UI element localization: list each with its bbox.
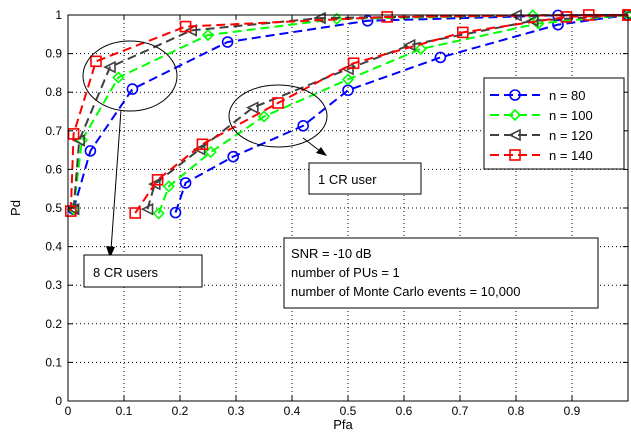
y-tick-label: 0.3 (45, 278, 62, 292)
one-cr-box-frame (308, 162, 422, 195)
data-point-diamond (341, 73, 355, 86)
eight-cr-arrowhead (106, 246, 115, 258)
data-point-circle (84, 145, 97, 157)
data-point-square (272, 97, 284, 109)
data-point-diamond (162, 180, 175, 193)
data-point-triangle (103, 60, 116, 74)
legend-frame (483, 77, 625, 170)
data-point-square (129, 207, 141, 219)
legend: n = 80 n = 100 n = 120 n = 140 (483, 77, 625, 170)
data-point-square (65, 205, 77, 217)
legend-item: n = 80 (490, 88, 586, 103)
data-point-diamond (201, 28, 215, 42)
series-line (72, 14, 629, 210)
y-tick-label: 0 (55, 394, 62, 408)
data-point-circle (227, 150, 239, 163)
legend-item: n = 100 (490, 108, 593, 123)
y-axis-label: Pd (8, 200, 23, 216)
data-point-square (456, 26, 469, 39)
legend-label: n = 100 (549, 108, 593, 123)
y-tick-label: 0.1 (45, 355, 62, 369)
data-point-diamond (204, 145, 217, 159)
monte-carlo-line: number of Monte Carlo events = 10,000 (291, 284, 520, 299)
pu-count-line: number of PUs = 1 (291, 265, 400, 280)
snr-line: SNR = -10 dB (291, 246, 372, 261)
data-point-diamond (414, 42, 427, 56)
data-point-triangle (508, 128, 521, 142)
snr-annotation-box: SNR = -10 dB number of PUs = 1 number of… (283, 237, 599, 309)
data-point-circle (126, 83, 139, 95)
eight-cr-users-annotation: 8 CR users (83, 254, 203, 288)
y-tick-label: 0.2 (45, 317, 62, 331)
x-tick-label: 0.2 (172, 404, 189, 418)
data-point-square (90, 55, 102, 68)
one-cr-user-annotation: 1 CR user (308, 162, 422, 195)
data-point-diamond (112, 71, 125, 84)
y-tick-label: 0.6 (45, 162, 62, 176)
x-axis-label: Pfa (333, 417, 353, 432)
x-tick-label: 0.4 (284, 404, 301, 418)
y-tick-label: 0.4 (45, 240, 62, 254)
data-point-circle (169, 206, 182, 219)
data-point-square (509, 149, 521, 161)
x-tick-label: 0.6 (396, 404, 413, 418)
tick-layer: 0 0.1 0.2 0.3 0.4 0.5 0.6 0.7 0.8 0.9 0 0.1 0.2 0.3 0.… (45, 8, 628, 418)
data-point-triangle (246, 101, 259, 114)
x-tick-label: 0.3 (228, 404, 245, 418)
eight-cr-ellipse (82, 40, 178, 112)
data-point-circle (434, 51, 447, 64)
data-point-square (196, 138, 209, 151)
y-tick-label: 1 (55, 8, 62, 22)
x-tick-label: 0 (65, 404, 72, 418)
legend-label: n = 140 (549, 148, 593, 163)
x-tick-label: 0.5 (340, 404, 357, 418)
data-point-circle (221, 36, 234, 48)
y-tick-label: 0.5 (45, 201, 62, 215)
eight-cr-users-label: 8 CR users (93, 265, 159, 280)
data-point-circle (509, 89, 521, 101)
x-tick-label: 0.7 (452, 404, 469, 418)
x-tick-label: 0.8 (508, 404, 525, 418)
eight-cr-arrow (110, 109, 122, 251)
legend-item: n = 140 (490, 148, 593, 163)
data-point-square (67, 128, 80, 140)
data-point-circle (179, 177, 192, 189)
data-point-circle (361, 14, 374, 27)
eight-cr-box-frame (83, 254, 203, 288)
data-point-diamond (152, 207, 165, 220)
y-tick-label: 0.8 (45, 85, 62, 99)
data-point-square (347, 57, 360, 70)
data-point-square (381, 11, 394, 23)
data-point-square (560, 11, 573, 23)
snr-box-frame (283, 237, 599, 309)
data-point-triangle (526, 14, 539, 28)
one-cr-arrow (302, 137, 321, 152)
x-tick-label: 0.1 (116, 404, 133, 418)
data-point-diamond (257, 110, 271, 123)
one-cr-user-label: 1 CR user (318, 172, 377, 187)
one-cr-ellipse (228, 84, 328, 148)
data-point-triangle (140, 202, 154, 216)
data-point-square (179, 20, 192, 33)
legend-label: n = 80 (549, 88, 586, 103)
y-tick-label: 0.7 (45, 124, 62, 138)
data-point-square (151, 174, 164, 186)
data-point-diamond (508, 108, 522, 122)
series-line (134, 14, 629, 214)
legend-item: n = 120 (490, 128, 593, 143)
y-tick-label: 0.9 (45, 47, 62, 61)
data-point-diamond (526, 9, 539, 22)
one-cr-arrowhead (316, 147, 327, 156)
legend-label: n = 120 (549, 128, 593, 143)
x-tick-label: 0.9 (564, 404, 581, 418)
data-point-circle (297, 119, 310, 132)
